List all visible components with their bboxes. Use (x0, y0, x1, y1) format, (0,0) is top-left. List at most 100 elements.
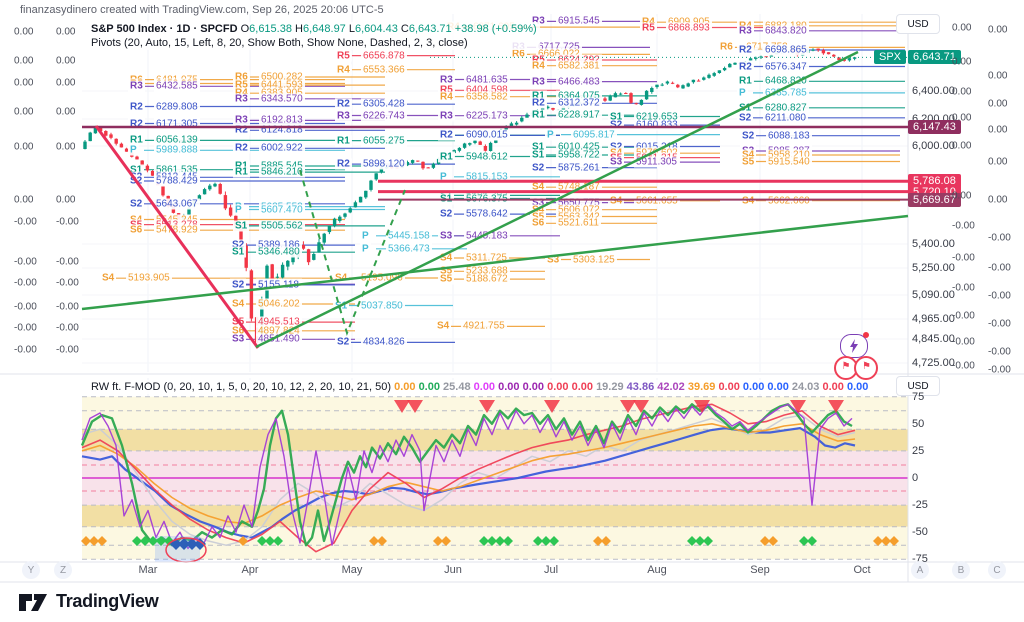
pivot-value: 5898.120 (361, 158, 407, 170)
timeframe-button-c[interactable]: C (988, 561, 1006, 579)
indicator-zero-value: 0.00 (952, 22, 972, 34)
symbol-legend[interactable]: S&P 500 Index · 1D · SPCFD O6,615.38 H6,… (88, 22, 540, 50)
oscillator-tick: -50 (912, 526, 928, 539)
pivot-value: 6441.593 (259, 79, 305, 91)
candle (681, 85, 685, 89)
signal-diamond (238, 536, 248, 546)
pivot-label: R1 (438, 129, 455, 141)
pivot-label: P (128, 144, 139, 156)
oscillator-legend[interactable]: RW ft. F-MOD (0, 20, 10, 1, 5, 0, 20, 10… (88, 380, 872, 394)
pivot-label: R1 (233, 166, 250, 178)
candle (837, 57, 841, 61)
time-axis-month[interactable]: Jun (444, 564, 462, 576)
candle (551, 108, 555, 110)
candle (109, 134, 113, 138)
candle (629, 93, 633, 103)
time-axis-month[interactable]: Jul (543, 564, 559, 576)
pivot-value: 6171.305 (154, 118, 200, 129)
pivot-value: 5911.305 (634, 156, 679, 168)
timeframe-button-z[interactable]: Z (54, 561, 72, 579)
timeframe-button-a[interactable]: A (911, 561, 929, 579)
oscillator-series-orange (81, 422, 856, 525)
candle (712, 73, 716, 76)
candle (613, 93, 618, 98)
pivot-value: 6343.570 (259, 93, 305, 105)
timeframe-button-y[interactable]: Y (22, 561, 40, 579)
flags-coins-icon[interactable]: ⚑ ⚑ (834, 356, 879, 380)
candle (624, 93, 628, 94)
oscillator-title[interactable]: RW ft. F-MOD (0, 20, 10, 1, 5, 0, 20, 10… (91, 381, 392, 393)
price-axis-badge: 6,643.71 (908, 50, 961, 65)
pivot-label: S3 (530, 197, 547, 209)
pivot-value: 6553.366 (361, 64, 407, 76)
signal-diamond (881, 536, 891, 546)
oscillator-series-blue (81, 427, 856, 539)
time-axis-month[interactable]: Oct (853, 564, 871, 576)
pivot-value: 5985.287 (766, 145, 812, 157)
time-axis-month[interactable]: Sep (750, 564, 770, 576)
pivot-value: 5948.612 (464, 151, 510, 162)
indicator-zero-value: 0.00 (14, 106, 34, 118)
signal-diamond (377, 536, 387, 546)
candle (483, 146, 488, 151)
indicator-zero-value: 0.00 (988, 124, 1008, 136)
pivot-value: 5155.118 (256, 279, 301, 291)
pivot-label: R2 (233, 124, 250, 136)
indicator-zero-value: 0.00 (952, 56, 972, 68)
indicator-zero-value: -0.00 (56, 301, 79, 313)
pivot-label: R3 (530, 76, 547, 88)
candle (530, 112, 534, 115)
pivot-value: 6002.922 (259, 142, 305, 154)
alert-lightning-icon[interactable] (840, 332, 869, 358)
oscillator-tick: -25 (912, 499, 928, 512)
indicator-zero-value: 0.00 (988, 194, 1008, 206)
pivot-value: 6468.820 (763, 75, 809, 87)
indicator-zero-value: -0.00 (952, 282, 975, 294)
tradingview-logo[interactable]: TradingView (18, 590, 159, 612)
pivot-indicator-legend[interactable]: Pivots (20, Auto, 15, Left, 8, 20, Show … (88, 36, 540, 50)
price-tick: 5,400.00 (912, 238, 955, 250)
candle (650, 88, 654, 92)
pivot-label: R2 (530, 97, 547, 109)
pivot-label: S6 (128, 224, 145, 236)
candle (852, 57, 857, 59)
signal-diamond (593, 536, 603, 546)
pivot-label: S2 (128, 171, 145, 183)
candle (759, 56, 763, 58)
candle (390, 165, 394, 169)
signal-diamond (369, 536, 379, 546)
candle (826, 52, 831, 55)
candle (187, 207, 191, 215)
time-axis-month[interactable]: Aug (647, 564, 667, 576)
candle (182, 215, 186, 221)
signal-triangle (544, 400, 560, 413)
candle (306, 249, 311, 263)
pivot-value: 5478.929 (154, 224, 200, 236)
pivot-value: 6481.635 (464, 74, 510, 85)
time-axis-month[interactable]: May (341, 564, 363, 576)
pivot-label: S2 (128, 198, 145, 210)
signal-diamond (695, 536, 705, 546)
currency-button-oscillator[interactable]: USD (896, 376, 940, 396)
symbol-title[interactable]: S&P 500 Index · 1D · SPCFD (91, 23, 238, 35)
pivot-value: 6843.820 (763, 25, 809, 37)
candle (462, 143, 467, 148)
timeframe-button-b[interactable]: B (952, 561, 970, 579)
time-axis-month[interactable]: Mar (138, 564, 158, 576)
indicator-zero-value: 0.00 (56, 26, 76, 38)
candle (468, 143, 472, 145)
currency-button-main[interactable]: USD (896, 14, 940, 34)
candle (556, 109, 560, 111)
candle (114, 138, 118, 144)
time-axis-month[interactable]: Apr (241, 564, 259, 576)
candle (436, 158, 441, 164)
pivot-value: 6656.878 (361, 50, 407, 62)
pivot-label: S2 (608, 119, 625, 131)
indicator-zero-value: 0.00 (14, 77, 34, 89)
pivot-label: S4 (100, 272, 117, 284)
pivot-value: 5578.642 (464, 208, 510, 220)
pivot-label: S1 (438, 189, 455, 201)
pivot-label: S1 (737, 102, 754, 114)
candle (577, 101, 581, 105)
candle (499, 130, 503, 136)
